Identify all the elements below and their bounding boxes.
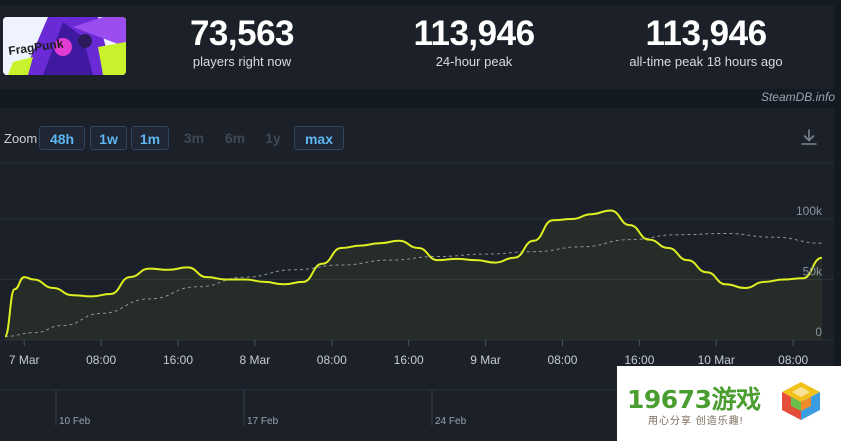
- zoom-1y-button: 1y: [265, 130, 281, 146]
- zoom-label: Zoom: [4, 131, 38, 146]
- download-icon[interactable]: [800, 128, 818, 146]
- zoom-1w-button[interactable]: 1w: [90, 126, 127, 150]
- zoom-6m-button: 6m: [224, 130, 246, 146]
- alltime-peak-value: 113,946: [645, 14, 767, 53]
- zoom-48h-button[interactable]: 48h: [39, 126, 85, 150]
- zoom-3m-button: 3m: [183, 130, 205, 146]
- game-art-image: FragPunk: [3, 17, 126, 75]
- steamdb-credit-link[interactable]: SteamDB.info: [760, 90, 835, 104]
- stats-bar: [0, 5, 834, 89]
- watermark-cube-icon: [782, 382, 820, 420]
- current-players-stat: 73,563 players right now: [172, 14, 312, 69]
- watermark-badge: 19673游戏 用心分享 创造乐趣!: [617, 366, 841, 441]
- current-players-value: 73,563: [189, 14, 295, 53]
- alltime-peak-stat: 113,946 all-time peak 18 hours ago: [615, 14, 797, 69]
- peak-24h-label: 24-hour peak: [435, 54, 513, 69]
- peak-24h-stat: 113,946 24-hour peak: [399, 14, 549, 69]
- game-thumbnail[interactable]: FragPunk: [3, 17, 126, 75]
- watermark-subtext: 用心分享 创造乐趣!: [648, 416, 744, 427]
- current-players-label: players right now: [192, 54, 292, 69]
- zoom-max-button[interactable]: max: [294, 126, 344, 150]
- watermark-text: 19673游戏: [627, 385, 761, 414]
- peak-24h-value: 113,946: [413, 14, 535, 53]
- alltime-peak-label: all-time peak 18 hours ago: [629, 54, 783, 69]
- zoom-1m-button[interactable]: 1m: [131, 126, 169, 150]
